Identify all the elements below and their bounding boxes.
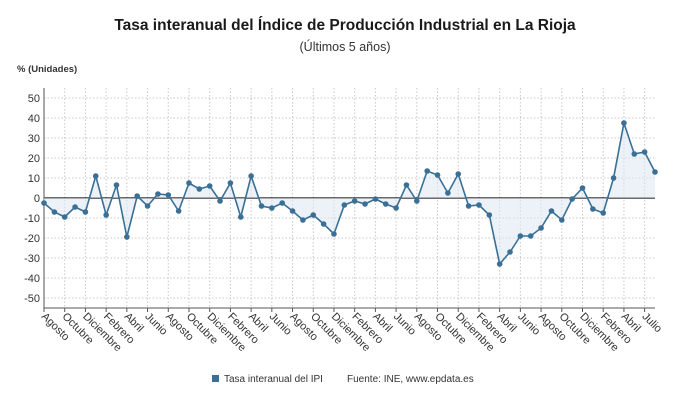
data-point [155,191,161,197]
data-point [579,185,586,191]
data-point [103,212,109,218]
data-point [527,233,534,239]
data-point [652,169,658,175]
legend-label: Tasa interanual del IPI [224,374,323,385]
legend: Tasa interanual del IPI Fuente: INE, www… [212,374,474,385]
data-point [414,198,420,204]
chart-subtitle: (Últimos 5 años) [300,39,391,54]
data-point [403,182,410,188]
data-point [393,205,399,211]
data-point [165,192,172,198]
y-tick-label: -10 [24,213,40,225]
data-point [610,175,617,181]
data-point [445,190,451,196]
data-point [590,206,596,212]
series-line [43,119,656,266]
y-tick-label: 30 [28,133,40,145]
data-point [486,212,493,218]
data-point [113,182,120,188]
data-point [362,201,368,207]
data-point [279,200,285,206]
y-tick-label: 0 [34,193,40,205]
source-label: Fuente: INE, www.epdata.es [347,374,474,385]
data-point [289,208,296,214]
x-tick-label: Junio [142,311,169,338]
y-tick-label: -40 [24,273,40,285]
data-series [41,119,658,267]
data-point [186,180,192,186]
data-point [227,180,234,186]
data-point [258,203,265,209]
data-point [144,203,151,209]
data-point [517,233,524,239]
data-point [465,203,472,209]
data-point [134,193,141,199]
data-point [196,186,203,192]
data-point [331,231,337,237]
data-point [424,168,430,174]
x-tick-label: Julio [640,311,664,335]
y-axis: 50 40 30 20 10 0 -10 -20 -30 -40 -50 [24,88,45,308]
x-tick-label: Junio [515,311,542,338]
data-point [175,208,182,214]
data-point [269,205,275,211]
data-point [476,202,482,208]
data-point [217,198,223,204]
data-point [641,149,648,155]
y-tick-label: 20 [28,153,40,165]
data-point [310,212,317,218]
data-point [92,173,99,179]
data-point [621,120,627,126]
data-point [455,171,462,177]
y-tick-label: -30 [24,253,40,265]
data-point [351,198,358,204]
x-tick-label: Junio [267,311,294,338]
y-tick-label: 10 [28,173,40,185]
data-point [434,172,441,178]
data-point [372,196,379,202]
series-area [44,123,655,264]
data-point [496,261,503,267]
data-point [382,201,389,207]
data-point [300,217,306,223]
y-tick-label: -20 [24,233,40,245]
data-point [51,209,58,215]
data-point [320,221,327,227]
data-point [569,196,575,202]
data-point [206,183,213,189]
data-point [61,214,68,220]
y-tick-label: 50 [28,93,40,105]
y-tick-label: 40 [28,113,40,125]
area-fill [44,123,655,264]
data-point [82,209,89,215]
chart-title: Tasa interanual del Índice de Producción… [114,17,576,34]
x-tick-label: Junio [391,311,418,338]
data-point [72,204,78,210]
legend-swatch [212,375,219,382]
x-axis: AgostoOctubreDiciembreFebreroAbrilJunioA… [39,307,664,354]
y-axis-unit-label: % (Unidades) [17,64,77,75]
data-point [538,225,544,231]
data-point [248,173,254,179]
data-point [124,234,130,240]
data-point [507,249,513,255]
data-point [341,202,348,208]
data-point [41,200,47,206]
data-point [548,208,555,214]
data-point [600,210,607,216]
data-point [558,217,565,223]
y-tick-label: -50 [24,293,40,305]
data-point [631,151,638,157]
data-point [237,214,244,220]
